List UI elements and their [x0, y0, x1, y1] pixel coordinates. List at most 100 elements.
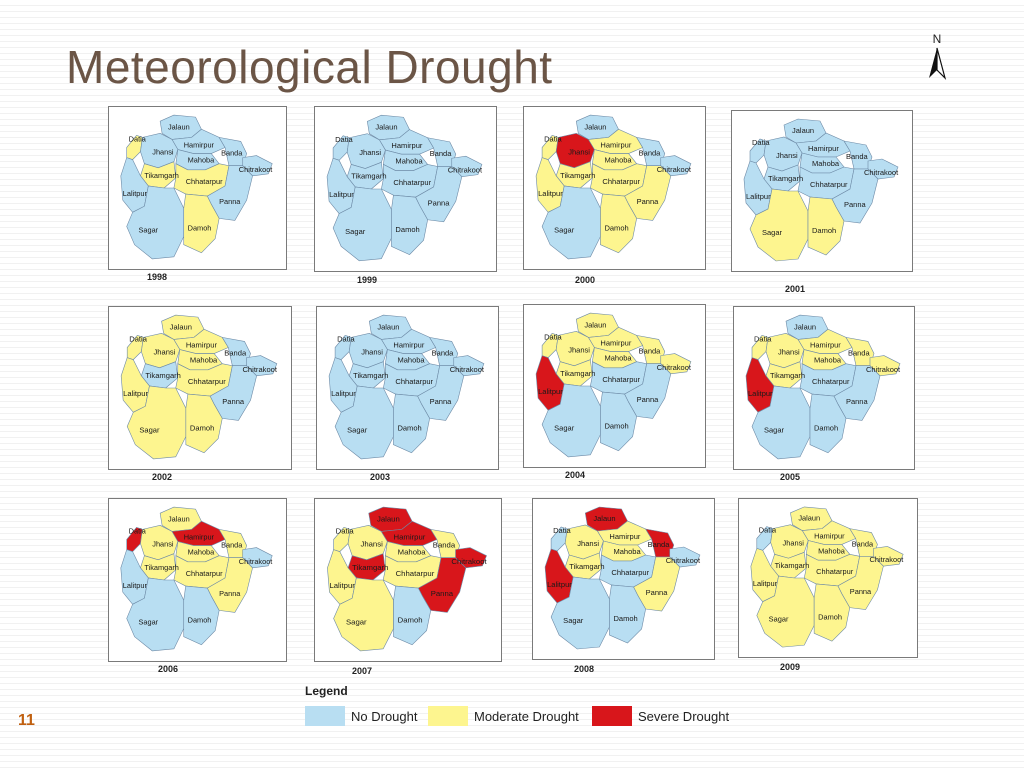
district-label-chhatarpur: Chhatarpur [602, 375, 640, 384]
district-damoh-1999 [391, 194, 428, 255]
map-year-label: 2004 [564, 470, 586, 480]
district-label-datia: Datia [335, 135, 353, 144]
district-label-tikamgarh: Tikamgarh [352, 563, 388, 572]
district-label-chhatarpur: Chhatarpur [810, 180, 848, 189]
district-label-hamirpur: Hamirpur [810, 340, 841, 349]
district-label-sagar: Sagar [769, 614, 789, 623]
district-label-banda: Banda [224, 349, 247, 358]
district-damoh-2008 [609, 584, 646, 644]
district-label-lalitpur: Lalitpur [538, 387, 563, 396]
district-label-tikamgarh: Tikamgarh [770, 371, 805, 380]
district-label-lalitpur: Lalitpur [329, 581, 355, 590]
drought-map-svg-1999: Datia Jalaun Hamirpur Banda Jhansi Mahoba Chit… [326, 114, 483, 262]
district-damoh-1998 [183, 193, 220, 254]
drought-map-2006: Datia Jalaun Hamirpur Banda Jhansi Mahoba Chit… [108, 498, 287, 662]
district-damoh-2007 [393, 585, 432, 646]
legend-swatch-moderate-drought [428, 706, 468, 726]
district-label-chhatarpur: Chhatarpur [812, 377, 850, 386]
district-label-mahoba: Mahoba [812, 159, 840, 168]
district-label-chhatarpur: Chhatarpur [186, 569, 223, 578]
district-label-banda: Banda [430, 149, 453, 158]
drought-map-svg-2002: Datia Jalaun Hamirpur Banda Jhansi Mahoba Chit… [120, 314, 278, 460]
district-label-panna: Panna [846, 397, 868, 406]
district-label-tikamgarh: Tikamgarh [768, 174, 803, 183]
district-label-mahoba: Mahoba [188, 548, 215, 557]
district-label-hamirpur: Hamirpur [393, 340, 424, 349]
district-label-tikamgarh: Tikamgarh [560, 171, 595, 180]
district-label-damoh: Damoh [397, 424, 421, 433]
legend-swatch-no-drought [305, 706, 345, 726]
district-label-chitrakoot: Chitrakoot [657, 165, 692, 174]
district-label-chhatarpur: Chhatarpur [393, 178, 431, 187]
district-label-jalaun: Jalaun [168, 122, 190, 131]
legend-title: Legend [305, 684, 348, 698]
district-label-damoh: Damoh [395, 225, 419, 234]
district-label-mahoba: Mahoba [395, 156, 423, 165]
district-label-panna: Panna [222, 397, 245, 406]
district-label-jhansi: Jhansi [783, 538, 805, 547]
district-label-jhansi: Jhansi [152, 147, 174, 156]
district-label-banda: Banda [848, 349, 870, 358]
district-label-sagar: Sagar [139, 225, 159, 234]
drought-map-svg-2000: Datia Jalaun Hamirpur Banda Jhansi Mahoba Chit… [535, 114, 692, 260]
district-label-tikamgarh: Tikamgarh [569, 562, 604, 571]
drought-map-svg-2003: Datia Jalaun Hamirpur Banda Jhansi Mahoba Chit… [328, 314, 485, 460]
district-label-chitrakoot: Chitrakoot [451, 557, 487, 566]
district-label-sagar: Sagar [554, 424, 575, 433]
district-label-jhansi: Jhansi [361, 348, 383, 357]
district-damoh-2000 [600, 193, 637, 254]
district-label-lalitpur: Lalitpur [123, 581, 148, 590]
district-label-mahoba: Mahoba [604, 354, 632, 363]
district-label-mahoba: Mahoba [397, 356, 425, 365]
district-label-panna: Panna [637, 395, 660, 404]
district-label-jalaun: Jalaun [593, 514, 615, 523]
district-label-jalaun: Jalaun [377, 322, 399, 331]
district-label-panna: Panna [219, 589, 241, 598]
drought-map-svg-2008: Datia Jalaun Hamirpur Banda Jhansi Mahoba Chit… [544, 506, 701, 650]
district-label-banda: Banda [852, 539, 874, 548]
district-label-jalaun: Jalaun [170, 322, 192, 331]
legend-item-no-drought: No Drought [305, 705, 417, 727]
district-label-tikamgarh: Tikamgarh [775, 561, 810, 570]
legend-label-moderate-drought: Moderate Drought [474, 708, 579, 724]
district-label-damoh: Damoh [188, 223, 212, 232]
district-label-hamirpur: Hamirpur [184, 140, 215, 149]
district-label-sagar: Sagar [345, 227, 366, 236]
district-label-tikamgarh: Tikamgarh [353, 371, 388, 380]
district-damoh-2002 [185, 393, 223, 454]
district-label-jalaun: Jalaun [584, 320, 606, 329]
map-year-label: 2002 [151, 472, 173, 482]
district-damoh-2003 [393, 393, 430, 454]
drought-map-2000: Datia Jalaun Hamirpur Banda Jhansi Mahoba Chit… [523, 106, 706, 270]
district-label-jhansi: Jhansi [152, 539, 174, 548]
district-label-mahoba: Mahoba [818, 546, 846, 555]
district-label-chitrakoot: Chitrakoot [239, 557, 273, 566]
district-label-jhansi: Jhansi [359, 148, 381, 157]
district-label-chhatarpur: Chhatarpur [611, 568, 649, 577]
district-damoh-2001 [807, 196, 845, 256]
drought-map-2005: Datia Jalaun Hamirpur Banda Jhansi Mahoba Chit… [733, 306, 915, 470]
legend-item-severe-drought: Severe Drought [592, 705, 729, 727]
district-label-hamirpur: Hamirpur [808, 144, 839, 153]
district-label-lalitpur: Lalitpur [748, 389, 773, 398]
district-label-sagar: Sagar [554, 226, 575, 235]
map-year-label: 2003 [369, 472, 391, 482]
district-label-chitrakoot: Chitrakoot [866, 365, 901, 374]
district-label-tikamgarh: Tikamgarh [560, 369, 595, 378]
district-label-damoh: Damoh [398, 616, 423, 625]
drought-map-2008: Datia Jalaun Hamirpur Banda Jhansi Mahoba Chit… [532, 498, 715, 660]
map-year-label: 1999 [356, 275, 378, 285]
district-label-banda: Banda [432, 349, 455, 358]
district-label-sagar: Sagar [347, 426, 368, 435]
district-label-panna: Panna [431, 589, 454, 598]
drought-map-2002: Datia Jalaun Hamirpur Banda Jhansi Mahoba Chit… [108, 306, 292, 470]
district-label-mahoba: Mahoba [398, 548, 427, 557]
legend-swatch-severe-drought [592, 706, 632, 726]
district-label-panna: Panna [646, 588, 669, 597]
district-damoh-2006 [183, 585, 220, 646]
district-label-damoh: Damoh [190, 424, 214, 433]
district-label-lalitpur: Lalitpur [123, 189, 148, 198]
district-label-jhansi: Jhansi [568, 346, 590, 355]
district-label-hamirpur: Hamirpur [600, 140, 631, 149]
district-label-jalaun: Jalaun [168, 514, 190, 523]
